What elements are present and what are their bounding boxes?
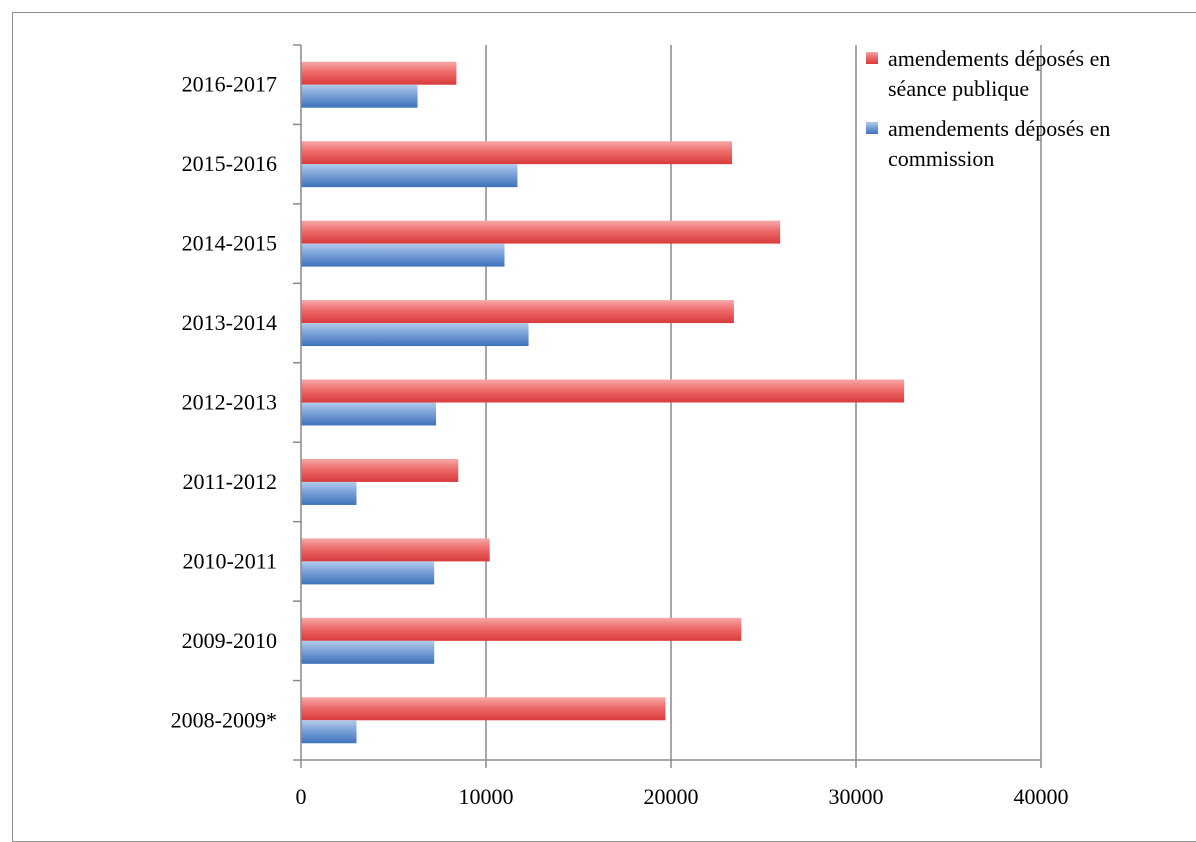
bar-seance-publique bbox=[301, 697, 666, 721]
bars bbox=[301, 61, 905, 744]
bar-commission bbox=[301, 243, 505, 267]
bar-commission bbox=[301, 481, 357, 505]
axes: 0 10000 20000 30000 40000 2016-2017 2015-2016 2… bbox=[171, 44, 1069, 809]
x-tick-label: 10000 bbox=[459, 784, 514, 809]
bar-commission bbox=[301, 164, 518, 188]
x-tick-label: 30000 bbox=[829, 784, 884, 809]
bar-commission bbox=[301, 640, 435, 664]
x-tick-label: 20000 bbox=[644, 784, 699, 809]
category-label: 2013-2014 bbox=[182, 310, 277, 335]
bar-seance-publique bbox=[301, 220, 781, 244]
bar-seance-publique bbox=[301, 458, 459, 482]
category-label: 2011-2012 bbox=[182, 469, 277, 494]
legend-swatch bbox=[866, 122, 878, 134]
bar-seance-publique bbox=[301, 300, 734, 324]
bar-seance-publique bbox=[301, 379, 905, 403]
category-label: 2008-2009* bbox=[171, 707, 277, 732]
category-label: 2015-2016 bbox=[182, 151, 277, 176]
bar-commission bbox=[301, 402, 437, 426]
bar-commission bbox=[301, 720, 357, 744]
bar-seance-publique bbox=[301, 538, 490, 562]
bar-seance-publique bbox=[301, 617, 742, 641]
legend: amendements déposés en séance publique ame… bbox=[866, 46, 1110, 171]
legend-label: amendements déposés en bbox=[888, 46, 1110, 71]
category-label: 2012-2013 bbox=[182, 390, 277, 415]
legend-label: amendements déposés en bbox=[888, 116, 1110, 141]
bar-commission bbox=[301, 323, 529, 347]
legend-swatch bbox=[866, 52, 878, 64]
legend-label: séance publique bbox=[888, 76, 1029, 101]
bar-commission bbox=[301, 561, 435, 585]
category-label: 2014-2015 bbox=[182, 231, 277, 256]
legend-label: commission bbox=[888, 146, 994, 171]
bar-seance-publique bbox=[301, 61, 457, 85]
bar-chart: 0 10000 20000 30000 40000 2016-2017 2015-2016 2… bbox=[171, 44, 1110, 809]
category-label: 2016-2017 bbox=[182, 72, 277, 97]
bar-seance-publique bbox=[301, 141, 733, 165]
x-tick-label: 0 bbox=[296, 784, 307, 809]
category-label: 2009-2010 bbox=[182, 628, 277, 653]
bar-commission bbox=[301, 84, 418, 108]
x-tick-label: 40000 bbox=[1014, 784, 1069, 809]
category-label: 2010-2011 bbox=[182, 548, 277, 573]
